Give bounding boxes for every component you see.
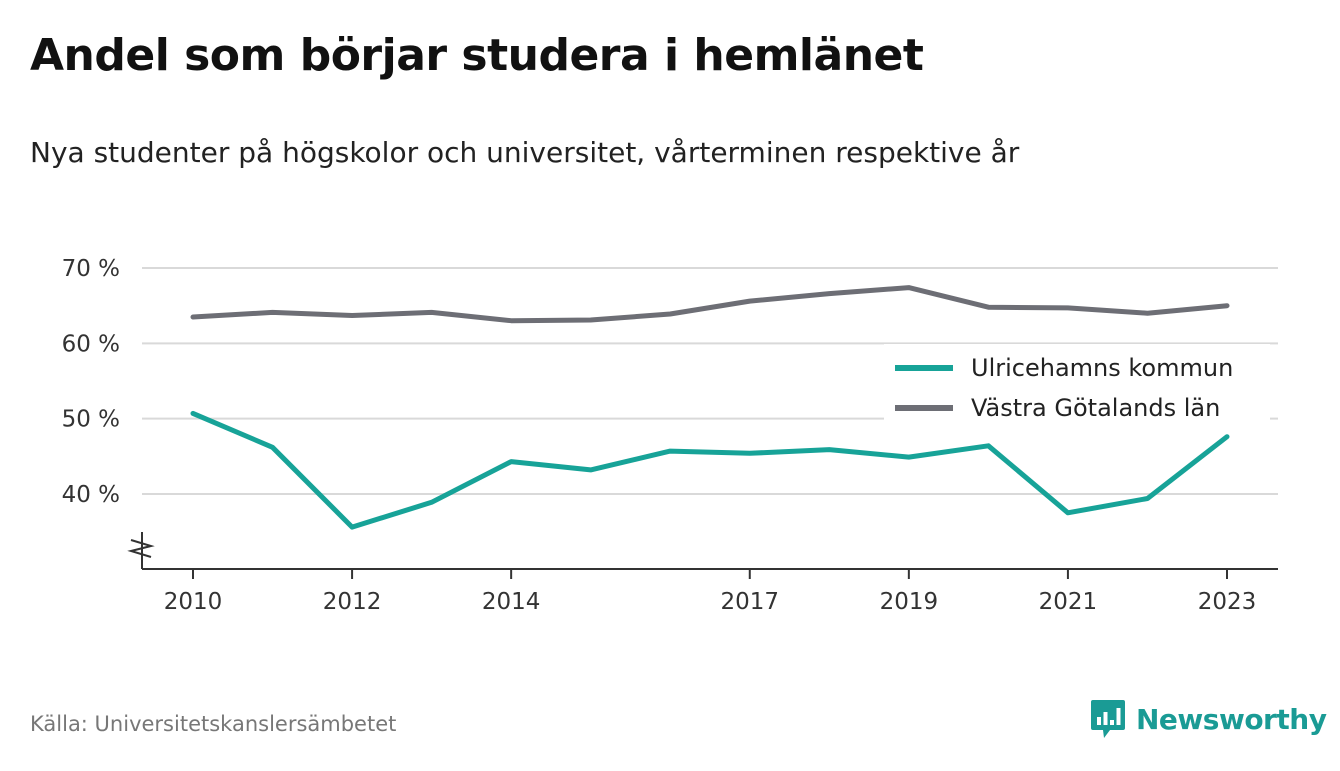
legend-label: Ulricehamns kommun xyxy=(971,354,1233,382)
chart-subtitle: Nya studenter på högskolor och universit… xyxy=(30,136,1020,169)
source-note: Källa: Universitetskanslersämbetet xyxy=(30,712,397,736)
legend: Ulricehamns kommun Västra Götalands län xyxy=(884,344,1270,430)
x-tick-label: 2014 xyxy=(482,589,541,615)
series-line-ulricehamn xyxy=(190,410,1230,530)
x-tick-label: 2019 xyxy=(880,589,939,615)
axes: 40 % 50 % 60 % 70 % 2010 2012 2014 2017 2019 2021… xyxy=(62,256,1278,615)
y-tick-label: 40 % xyxy=(62,482,120,508)
y-tick-label: 50 % xyxy=(62,407,120,433)
newsworthy-logo-icon xyxy=(1091,700,1125,738)
chart-title: Andel som börjar studera i hemlänet xyxy=(30,30,924,81)
line-chart: 40 % 50 % 60 % 70 % 2010 2012 2014 2017 2019 2021… xyxy=(62,256,1278,615)
y-tick-label: 60 % xyxy=(62,331,120,357)
legend-background xyxy=(884,344,1270,430)
x-tick-label: 2010 xyxy=(164,589,223,615)
x-tick-label: 2021 xyxy=(1039,589,1098,615)
y-tick-label: 70 % xyxy=(62,256,120,282)
series-line-vastra-gotaland xyxy=(190,285,1230,324)
brand-name: Newsworthy xyxy=(1136,702,1327,736)
legend-label: Västra Götalands län xyxy=(971,394,1220,422)
x-tick-label: 2023 xyxy=(1198,589,1257,615)
brand-logo[interactable]: Newsworthy xyxy=(1090,698,1327,740)
x-tick-label: 2017 xyxy=(720,589,779,615)
x-tick-label: 2012 xyxy=(323,589,382,615)
axis-break-icon xyxy=(127,539,155,558)
series-lines xyxy=(190,285,1230,530)
